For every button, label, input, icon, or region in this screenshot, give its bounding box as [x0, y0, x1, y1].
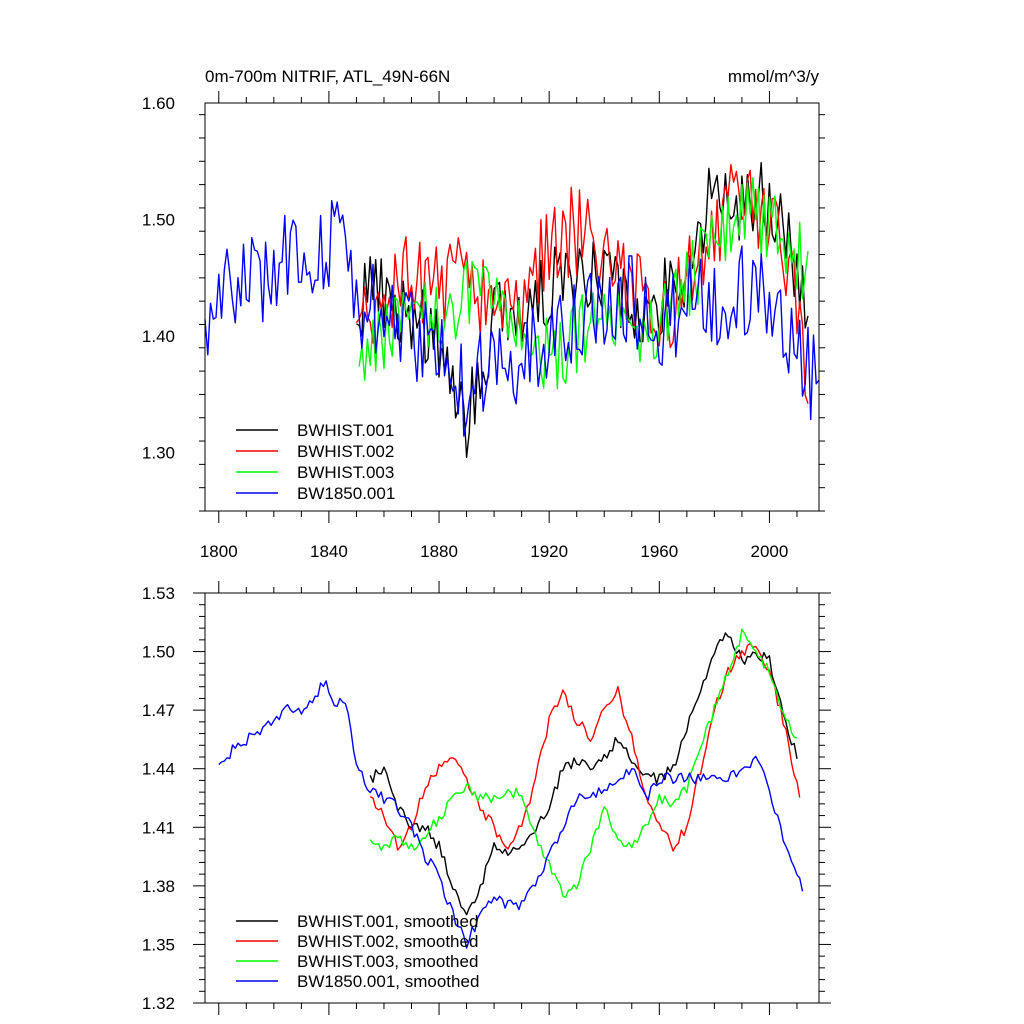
- top-legend: BWHIST.001 BWHIST.002 BWHIST.003 BW1850.001: [236, 421, 395, 503]
- bottom-chart-panel: 1.32 1.35 1.38 1.41 1.44 1.47 1.50 1.53 BWHIST.…: [142, 581, 831, 1015]
- top-series-lines: [204, 161, 820, 458]
- top-chart-units: mmol/m^3/y: [728, 67, 820, 86]
- legend-label: BWHIST.001, smoothed: [297, 912, 478, 931]
- legend-label: BWHIST.002, smoothed: [297, 932, 478, 951]
- y-tick-label: 1.30: [142, 444, 175, 463]
- y-tick-label: 1.44: [142, 760, 175, 779]
- x-tick-label: 1960: [640, 542, 678, 561]
- series-line-top-2: [355, 163, 809, 404]
- x-tick-label: 2000: [751, 542, 789, 561]
- bottom-axis-ticks: 1.32 1.35 1.38 1.41 1.44 1.47 1.50 1.53: [142, 581, 831, 1015]
- top-axis-ticks: 1800 1840 1880 1920 1960 2000 1.30 1.40 1.50 1.60: [142, 91, 825, 561]
- y-tick-label: 1.38: [142, 877, 175, 896]
- legend-label: BWHIST.001: [297, 421, 394, 440]
- top-plot-frame: [204, 102, 820, 512]
- legend-label: BW1850.001: [297, 484, 395, 503]
- y-tick-label: 1.53: [142, 584, 175, 603]
- top-chart-panel: 1800 1840 1880 1920 1960 2000 1.30 1.40 1.50 1.60…: [142, 67, 825, 561]
- y-tick-label: 1.40: [142, 327, 175, 346]
- x-tick-label: 1920: [530, 542, 568, 561]
- legend-label: BWHIST.002: [297, 442, 394, 461]
- y-tick-label: 1.60: [142, 94, 175, 113]
- series-line-top-4: [204, 199, 820, 437]
- legend-label: BWHIST.003: [297, 463, 394, 482]
- x-tick-label: 1800: [200, 542, 238, 561]
- x-tick-label: 1840: [310, 542, 348, 561]
- y-tick-label: 1.35: [142, 935, 175, 954]
- y-tick-label: 1.50: [142, 211, 175, 230]
- series-line-bottom-4: [218, 680, 804, 949]
- legend-label: BW1850.001, smoothed: [297, 972, 479, 991]
- bottom-plot-frame: [204, 592, 820, 1004]
- legend-label: BWHIST.003, smoothed: [297, 952, 478, 971]
- top-chart-title: 0m-700m NITRIF, ATL_49N-66N: [205, 67, 450, 86]
- y-tick-label: 1.32: [142, 994, 175, 1013]
- series-line-bottom-1: [369, 632, 798, 916]
- y-tick-label: 1.50: [142, 643, 175, 662]
- y-tick-label: 1.47: [142, 701, 175, 720]
- x-tick-label: 1880: [420, 542, 458, 561]
- series-line-bottom-3: [369, 628, 798, 898]
- series-line-bottom-2: [369, 643, 801, 852]
- series-line-top-3: [358, 176, 809, 390]
- y-tick-label: 1.41: [142, 818, 175, 837]
- bottom-series-lines: [218, 628, 804, 949]
